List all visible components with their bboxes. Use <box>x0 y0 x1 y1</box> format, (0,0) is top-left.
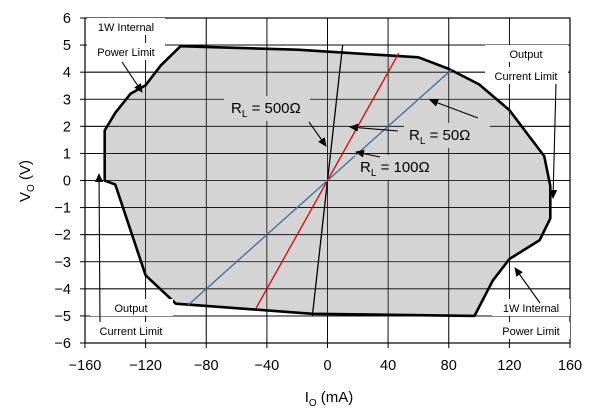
x-tick-label: 40 <box>380 358 396 374</box>
y-tick-label: 6 <box>63 11 71 27</box>
annotation-top-right-line1: Output <box>509 49 542 61</box>
x-tick-label: 120 <box>497 358 521 374</box>
annotation-arrow-0 <box>121 61 143 93</box>
annotations: 1W Internal Power Limit Output Current L… <box>87 18 570 339</box>
x-tick-label: 160 <box>558 358 582 374</box>
annotation-top-left-line2: Power Limit <box>97 47 154 59</box>
series-label-50ohm: RL = 50Ω <box>409 127 470 147</box>
y-axis-title: VO (V) <box>17 160 37 202</box>
annotation-arrow-3 <box>514 267 541 304</box>
y-tick-label: 2 <box>63 119 71 135</box>
y-tick-label: −3 <box>54 255 71 271</box>
y-tick-label: 4 <box>63 65 71 81</box>
axis-ticks: −160 −120 −80 −40 0 40 80 120 160 6 5 4 3 2 1 0 −1 −2 −3 −4… <box>54 11 582 374</box>
y-tick-label: −5 <box>54 309 71 325</box>
annotation-arrow-4 <box>308 121 327 147</box>
x-tick-label: −80 <box>194 358 219 374</box>
load-lines <box>187 45 453 316</box>
annotation-arrow-1 <box>95 173 104 323</box>
y-tick-label: 5 <box>63 38 71 54</box>
y-tick-label: −1 <box>54 201 71 217</box>
y-tick-label: −2 <box>54 228 71 244</box>
series-label-100ohm: RL = 100Ω <box>360 159 430 179</box>
x-tick-label: −160 <box>69 358 102 374</box>
annotation-arrow-5 <box>349 123 399 132</box>
annotation-arrow-6 <box>355 149 381 158</box>
annotation-bottom-left-line2: Current Limit <box>100 326 163 338</box>
x-axis-title: IO (mA) <box>305 389 354 409</box>
y-tick-label: 1 <box>63 146 71 162</box>
annotation-top-right-line2: Current Limit <box>495 71 558 83</box>
x-tick-label: 80 <box>441 358 457 374</box>
x-tick-label: −40 <box>255 358 280 374</box>
annotation-arrow-7 <box>429 99 479 119</box>
load-line-2 <box>187 68 453 306</box>
annotation-bottom-right-line2: Power Limit <box>502 326 559 338</box>
y-tick-label: 3 <box>63 92 71 108</box>
operating-region-boundary <box>103 44 552 318</box>
x-tick-label: 0 <box>323 358 331 374</box>
series-label-500ohm: RL = 500Ω <box>231 100 301 120</box>
annotation-bottom-right-line1: 1W Internal <box>503 303 559 315</box>
annotation-arrow-2 <box>549 83 558 199</box>
annotation-arrows <box>95 61 558 323</box>
y-tick-label: −6 <box>54 336 71 352</box>
y-tick-label: 0 <box>63 174 71 190</box>
annotation-bottom-left-line1: Output <box>114 303 147 315</box>
annotation-top-left-line1: 1W Internal <box>98 22 154 34</box>
x-tick-label: −120 <box>129 358 162 374</box>
y-tick-label: −4 <box>54 282 71 298</box>
